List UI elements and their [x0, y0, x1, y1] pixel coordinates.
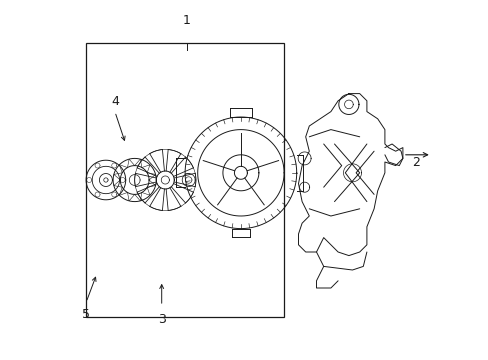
Text: 4: 4	[111, 95, 119, 108]
Text: 5: 5	[82, 308, 90, 321]
Text: 1: 1	[183, 14, 190, 27]
Bar	[86, 43, 284, 317]
Text: 3: 3	[158, 313, 165, 326]
Text: 2: 2	[411, 156, 419, 168]
